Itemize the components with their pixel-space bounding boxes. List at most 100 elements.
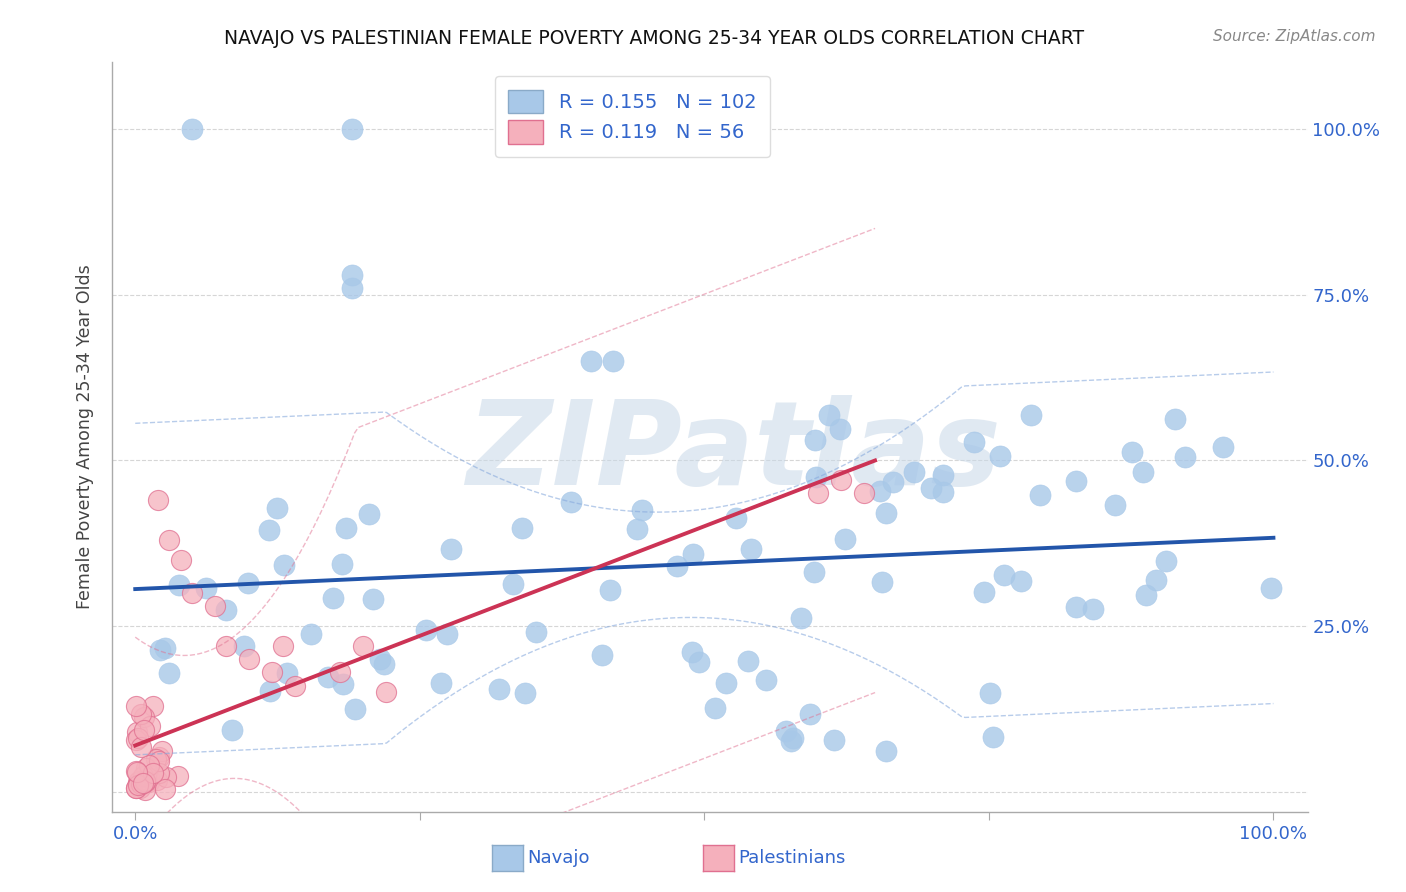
Point	[688, 655, 710, 669]
Point	[266, 500, 288, 515]
Point	[932, 485, 955, 500]
Point	[932, 468, 955, 483]
Point	[146, 493, 169, 508]
Point	[1260, 581, 1282, 595]
Point	[157, 533, 180, 547]
Point	[830, 473, 852, 487]
Point	[340, 121, 363, 136]
Point	[682, 547, 704, 561]
Point	[276, 666, 298, 681]
Point	[869, 483, 891, 498]
Text: NAVAJO VS PALESTINIAN FEMALE POVERTY AMONG 25-34 YEAR OLDS CORRELATION CHART: NAVAJO VS PALESTINIAN FEMALE POVERTY AMO…	[224, 29, 1084, 47]
Point	[1019, 408, 1042, 422]
Point	[1154, 554, 1177, 568]
Point	[181, 121, 204, 136]
Point	[153, 781, 176, 796]
Point	[138, 775, 160, 789]
Point	[993, 568, 1015, 582]
Point	[830, 422, 852, 436]
Point	[875, 744, 897, 758]
Point	[322, 591, 344, 605]
Point	[127, 778, 149, 792]
Point	[920, 481, 942, 495]
Point	[875, 506, 897, 520]
Point	[329, 665, 352, 680]
Point	[903, 465, 925, 479]
Point	[127, 764, 149, 779]
Point	[150, 744, 173, 758]
Point	[1010, 574, 1032, 588]
Point	[134, 774, 156, 789]
Point	[799, 706, 821, 721]
Point	[132, 710, 155, 724]
Point	[1083, 602, 1105, 616]
Point	[129, 777, 152, 791]
Point	[134, 783, 156, 797]
Y-axis label: Female Poverty Among 25-34 Year Olds: Female Poverty Among 25-34 Year Olds	[76, 265, 94, 609]
Point	[135, 761, 157, 775]
Point	[132, 769, 155, 783]
Point	[131, 776, 153, 790]
Point	[260, 665, 283, 680]
Point	[782, 731, 804, 745]
Point	[440, 542, 463, 557]
Point	[834, 532, 856, 546]
Point	[125, 725, 148, 739]
Point	[215, 603, 238, 617]
Point	[236, 575, 259, 590]
Point	[963, 435, 986, 450]
Point	[526, 624, 548, 639]
Point	[363, 591, 385, 606]
Legend: R = 0.155   N = 102, R = 0.119   N = 56: R = 0.155 N = 102, R = 0.119 N = 56	[495, 76, 770, 157]
Point	[1212, 440, 1234, 454]
Point	[512, 521, 534, 535]
Point	[755, 673, 778, 687]
Point	[988, 449, 1011, 463]
Point	[823, 733, 845, 747]
Point	[148, 766, 170, 780]
Point	[129, 706, 152, 721]
Point	[170, 553, 193, 567]
Text: Source: ZipAtlas.com: Source: ZipAtlas.com	[1212, 29, 1375, 44]
Point	[852, 486, 875, 500]
Point	[882, 475, 904, 490]
Point	[145, 772, 167, 787]
Point	[153, 641, 176, 656]
Point	[737, 654, 759, 668]
Point	[374, 685, 396, 699]
Point	[215, 639, 238, 653]
Point	[344, 702, 367, 716]
Point	[515, 686, 537, 700]
Point	[316, 670, 339, 684]
Point	[257, 523, 280, 537]
Text: Palestinians: Palestinians	[738, 849, 845, 867]
Point	[1104, 498, 1126, 512]
Point	[681, 644, 703, 658]
Point	[125, 780, 148, 795]
Point	[666, 558, 689, 573]
Point	[271, 639, 294, 653]
Point	[142, 698, 165, 713]
Point	[238, 652, 260, 666]
Point	[273, 558, 295, 572]
Point	[142, 765, 165, 780]
Point	[139, 719, 162, 733]
Point	[259, 684, 281, 698]
Point	[591, 648, 613, 662]
Point	[807, 486, 830, 500]
Point	[818, 409, 841, 423]
Point	[502, 576, 524, 591]
Point	[127, 731, 149, 746]
Point	[299, 627, 322, 641]
Point	[138, 757, 160, 772]
Point	[167, 769, 190, 783]
Point	[973, 585, 995, 599]
Point	[630, 502, 652, 516]
Point	[359, 507, 381, 521]
Point	[148, 750, 170, 764]
Point	[1144, 573, 1167, 587]
Point	[129, 739, 152, 754]
Point	[560, 495, 582, 509]
Point	[436, 627, 458, 641]
Point	[1135, 588, 1157, 602]
